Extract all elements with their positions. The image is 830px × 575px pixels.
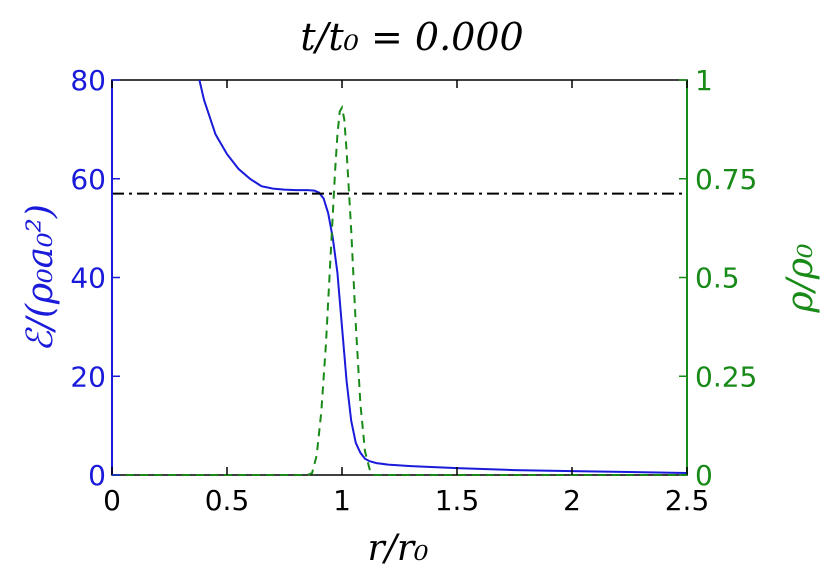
x-tick-label: 0.5 [205,484,250,517]
x-tick-label: 2.5 [665,484,710,517]
x-axis-label: r/r₀ [368,528,429,569]
x-tick-label: 1 [333,484,351,517]
y-left-tick-label: 80 [70,64,106,97]
y-right-tick-label: 0.5 [695,262,740,295]
x-tick-label: 1.5 [435,484,480,517]
y-left-axis-label: ℰ/(ρ₀a₀²) [20,204,61,352]
y-right-tick-label: 0.25 [695,360,757,393]
energy-curve [198,79,688,474]
y-left-tick-label: 40 [70,262,106,295]
chart-title: t/t₀ = 0.000 [300,15,523,59]
y-left-tick-label: 20 [70,360,106,393]
plot-area [111,79,688,476]
x-axis-ticks: 0 0.5 1 1.5 2 2.5 [103,80,709,517]
series-layer [112,79,688,476]
y-left-axis-ticks: 0 20 40 60 80 [70,64,120,492]
y-right-tick-label: 0.75 [695,163,757,196]
y-right-axis-label: ρ/ρ₀ [780,244,821,314]
density-curve [112,104,687,476]
y-left-tick-label: 60 [70,163,106,196]
x-tick-label: 0 [103,484,121,517]
plot-frame [111,79,688,476]
x-tick-label: 2 [563,484,581,517]
y-right-tick-label: 1 [695,64,713,97]
y-right-tick-label: 0 [695,459,713,492]
y-right-axis-ticks: 0 0.25 0.5 0.75 1 [679,64,757,492]
y-left-tick-label: 0 [88,459,106,492]
